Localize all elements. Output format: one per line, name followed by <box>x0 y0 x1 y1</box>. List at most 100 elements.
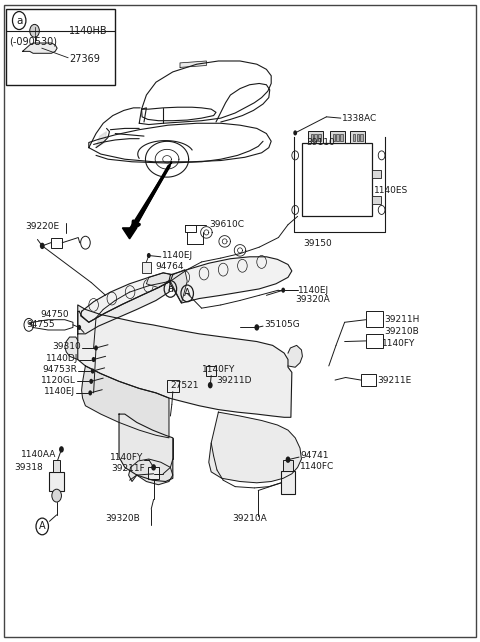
Text: 1140EJ: 1140EJ <box>162 251 193 260</box>
Text: 39211H: 39211H <box>384 315 420 324</box>
Circle shape <box>293 130 297 135</box>
Bar <box>318 134 321 141</box>
Polygon shape <box>78 281 170 334</box>
Text: (-090530): (-090530) <box>10 36 58 46</box>
Text: 39310: 39310 <box>52 342 81 351</box>
Bar <box>302 143 372 216</box>
Circle shape <box>286 456 290 463</box>
Bar <box>311 134 313 141</box>
Circle shape <box>208 382 213 388</box>
Text: 1338AC: 1338AC <box>342 114 377 123</box>
Bar <box>330 131 345 143</box>
Bar <box>148 467 159 479</box>
Polygon shape <box>129 459 173 485</box>
Polygon shape <box>127 162 172 236</box>
Text: 94753R: 94753R <box>42 365 77 374</box>
Polygon shape <box>122 228 137 239</box>
Text: 1140HB: 1140HB <box>69 26 108 36</box>
Bar <box>51 238 62 248</box>
Bar <box>53 460 60 472</box>
Polygon shape <box>180 61 206 67</box>
Text: 1140AA: 1140AA <box>21 450 56 459</box>
Text: 27521: 27521 <box>170 381 199 390</box>
Polygon shape <box>169 257 292 303</box>
Text: 35105G: 35105G <box>264 320 300 329</box>
Circle shape <box>77 325 81 330</box>
Polygon shape <box>288 345 302 367</box>
Bar <box>350 131 365 143</box>
Bar <box>283 460 293 471</box>
Text: 1140FY: 1140FY <box>382 339 415 348</box>
Text: a: a <box>168 284 173 294</box>
Circle shape <box>254 324 259 331</box>
Bar <box>185 225 196 232</box>
Polygon shape <box>81 273 173 322</box>
Text: 39320A: 39320A <box>295 295 330 304</box>
Text: 1140EJ: 1140EJ <box>298 286 329 295</box>
Circle shape <box>88 390 92 395</box>
Text: 94750: 94750 <box>41 310 70 319</box>
Polygon shape <box>209 412 301 483</box>
Polygon shape <box>82 366 169 438</box>
Polygon shape <box>96 132 107 148</box>
Text: 1140FY: 1140FY <box>110 453 144 462</box>
Text: 39210A: 39210A <box>232 514 266 523</box>
Text: 39110: 39110 <box>306 138 335 147</box>
Bar <box>206 366 216 376</box>
Polygon shape <box>119 414 173 482</box>
Polygon shape <box>146 270 187 303</box>
Bar <box>366 311 383 327</box>
Circle shape <box>59 446 64 453</box>
Circle shape <box>92 357 96 362</box>
Text: 94741: 94741 <box>300 451 328 460</box>
Circle shape <box>40 243 45 249</box>
Text: 39210B: 39210B <box>384 327 419 336</box>
Polygon shape <box>65 337 78 360</box>
Bar <box>6 9 115 85</box>
Bar <box>340 134 343 141</box>
Polygon shape <box>78 305 292 417</box>
Text: 1140FY: 1140FY <box>202 365 235 374</box>
Circle shape <box>281 288 285 293</box>
Circle shape <box>91 369 95 374</box>
Text: A: A <box>39 521 46 532</box>
Text: 94755: 94755 <box>26 320 55 329</box>
Circle shape <box>52 489 61 502</box>
Text: 1140EJ: 1140EJ <box>44 387 75 396</box>
Text: 39211E: 39211E <box>378 376 412 385</box>
Text: 1140DJ: 1140DJ <box>46 354 78 363</box>
Bar <box>281 471 295 494</box>
Circle shape <box>147 253 151 258</box>
Bar <box>142 262 151 273</box>
Text: 39211D: 39211D <box>216 376 252 385</box>
Bar <box>361 374 376 386</box>
Bar <box>308 131 323 143</box>
Circle shape <box>94 345 98 351</box>
Bar <box>372 196 381 204</box>
Text: 27369: 27369 <box>69 54 100 64</box>
Bar <box>167 380 179 392</box>
Bar <box>314 134 317 141</box>
Text: 1140FC: 1140FC <box>300 462 334 471</box>
Text: 39220E: 39220E <box>25 222 60 231</box>
Bar <box>49 472 64 491</box>
Text: 1140ES: 1140ES <box>374 186 408 195</box>
Text: 1120GL: 1120GL <box>41 376 76 385</box>
Bar <box>336 134 339 141</box>
Text: 94764: 94764 <box>155 262 183 271</box>
Text: 39318: 39318 <box>14 463 43 472</box>
Bar <box>360 134 363 141</box>
Bar <box>357 134 359 141</box>
Bar <box>333 134 335 141</box>
Bar <box>353 134 355 141</box>
Text: 39150: 39150 <box>303 239 332 248</box>
Text: A: A <box>184 288 191 299</box>
Circle shape <box>151 464 156 471</box>
Text: 39320B: 39320B <box>106 514 140 523</box>
Polygon shape <box>23 43 57 53</box>
Circle shape <box>30 24 39 37</box>
Text: a: a <box>16 15 23 26</box>
Bar <box>372 170 381 178</box>
Text: 39211F: 39211F <box>111 464 145 473</box>
Circle shape <box>89 379 93 384</box>
